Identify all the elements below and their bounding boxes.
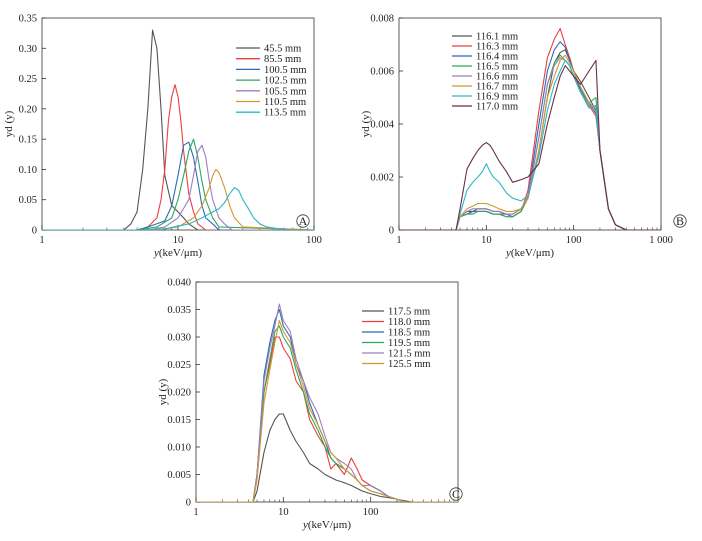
x-axis-title: y(keV/μm): [505, 247, 554, 259]
x-axis-variable: y: [505, 247, 511, 259]
series-line-3: [42, 141, 314, 230]
legend-label: 116.6 mm: [476, 72, 518, 83]
y-tick-label: 0.025: [167, 360, 191, 371]
series-line-1: [196, 413, 458, 502]
legend-label: 118.5 mm: [388, 328, 430, 339]
y-tick-label: 0.004: [370, 120, 394, 131]
panel-tag-circle: [449, 487, 463, 501]
y-tick-label: 0: [389, 226, 394, 237]
legend-label: 113.5 mm: [264, 108, 306, 119]
x-tick-label: 100: [363, 507, 379, 518]
y-tick-label: 0.006: [370, 67, 394, 78]
x-tick-label: 10: [278, 507, 289, 518]
panel-tag-label: B: [676, 214, 684, 228]
x-tick-label: 1 000: [649, 235, 673, 246]
legend-label: 100.5 mm: [264, 65, 307, 76]
y-axis-title: yd (y): [157, 378, 169, 405]
series-line-4: [399, 54, 661, 230]
series-line-5: [196, 303, 458, 502]
y-tick-label: 0: [186, 498, 191, 509]
series-line-8: [399, 59, 661, 230]
x-tick-label: 10: [173, 235, 184, 246]
y-tick-label: 0.010: [167, 443, 191, 454]
legend-label: 116.5 mm: [476, 62, 518, 73]
series-group: [196, 303, 458, 502]
chart-panel-b: 0 0.002 0.004 0.006 0.008 1 10 100 1 000 y(keV/μm…: [360, 14, 687, 259]
legend-label: 125.5 mm: [388, 359, 431, 370]
panel-tag-circle: [673, 214, 687, 228]
y-tick-label: 0.035: [167, 305, 191, 316]
x-tick-label: 10: [481, 235, 492, 246]
x-tick-label: 1: [396, 235, 401, 246]
x-axis-unit: (keV/μm): [159, 247, 202, 259]
x-axis-title: y(keV/μm): [153, 247, 202, 259]
series-line-7: [399, 59, 661, 230]
y-tick-label: 0.005: [167, 470, 191, 481]
series-line-5: [42, 144, 314, 230]
y-tick-label: 0.002: [370, 173, 394, 184]
x-tick-label: 1: [39, 235, 44, 246]
y-tick-label: 0.15: [19, 135, 37, 146]
y-tick-label: 0.030: [167, 333, 191, 344]
legend-label: 119.5 mm: [388, 338, 430, 349]
panel-tag-label: A: [299, 214, 308, 228]
series-line-6: [196, 319, 458, 502]
series-line-2: [399, 28, 661, 230]
x-axis-unit: (keV/μm): [308, 519, 351, 531]
legend-label: 118.0 mm: [388, 317, 430, 328]
x-axis-variable: y: [302, 519, 308, 531]
x-tick-label: 100: [306, 235, 322, 246]
legend-label: 102.5 mm: [264, 76, 307, 87]
x-axis-unit: (keV/μm): [511, 247, 554, 259]
y-tick-label: 0.015: [167, 415, 191, 426]
legend-label: 116.7 mm: [476, 82, 518, 93]
x-tick-label: 100: [566, 235, 582, 246]
y-axis-title: yd (y): [3, 110, 15, 137]
legend-label: 116.1 mm: [476, 32, 518, 43]
y-axis-title: yd (y): [360, 110, 372, 137]
y-tick-label: 0.30: [19, 44, 37, 55]
series-line-7: [42, 187, 314, 230]
legend-label: 85.5 mm: [264, 54, 301, 65]
legend-label: 121.5 mm: [388, 349, 431, 360]
y-tick-label: 0.20: [19, 104, 37, 115]
series-group: [399, 28, 661, 230]
y-tick-label: 0.008: [370, 14, 394, 25]
y-tick-label: 0.10: [19, 165, 37, 176]
panel-tag-label: C: [452, 487, 460, 501]
series-line-5: [399, 57, 661, 230]
legend-label: 116.4 mm: [476, 52, 518, 63]
legend-label: 116.3 mm: [476, 42, 518, 53]
y-tick-label: 0.020: [167, 388, 191, 399]
series-group: [42, 29, 314, 230]
legend-label: 116.9 mm: [476, 92, 518, 103]
y-tick-label: 0.35: [19, 14, 37, 25]
plot-frame: [398, 17, 662, 231]
x-tick-label: 1: [193, 507, 198, 518]
legend-label: 105.5 mm: [264, 86, 307, 97]
series-line-6: [399, 54, 661, 230]
y-tick-label: 0: [32, 226, 37, 237]
series-line-4: [42, 138, 314, 230]
y-tick-label: 0.25: [19, 74, 37, 85]
panel-tag-circle: [296, 214, 310, 228]
x-axis-variable: y: [153, 247, 159, 259]
legend-label: 45.5 mm: [264, 44, 301, 55]
series-line-3: [399, 41, 661, 230]
chart-panel-a: 0 0.05 0.10 0.15 0.20 0.25 0.30 0.35 1 10 100 y(keV…: [3, 14, 322, 260]
legend-label: 110.5 mm: [264, 97, 306, 108]
legend-label: 117.0 mm: [476, 102, 518, 113]
y-tick-label: 0.040: [167, 278, 191, 289]
series-line-1: [399, 49, 661, 230]
x-axis-title: y(keV/μm): [302, 519, 351, 531]
y-tick-label: 0.05: [19, 195, 37, 206]
chart-panel-c: 0 0.005 0.010 0.015 0.020 0.025 0.030 0.035 0.04…: [157, 278, 463, 531]
legend-label: 117.5 mm: [388, 307, 430, 318]
series-line-1: [42, 29, 314, 230]
